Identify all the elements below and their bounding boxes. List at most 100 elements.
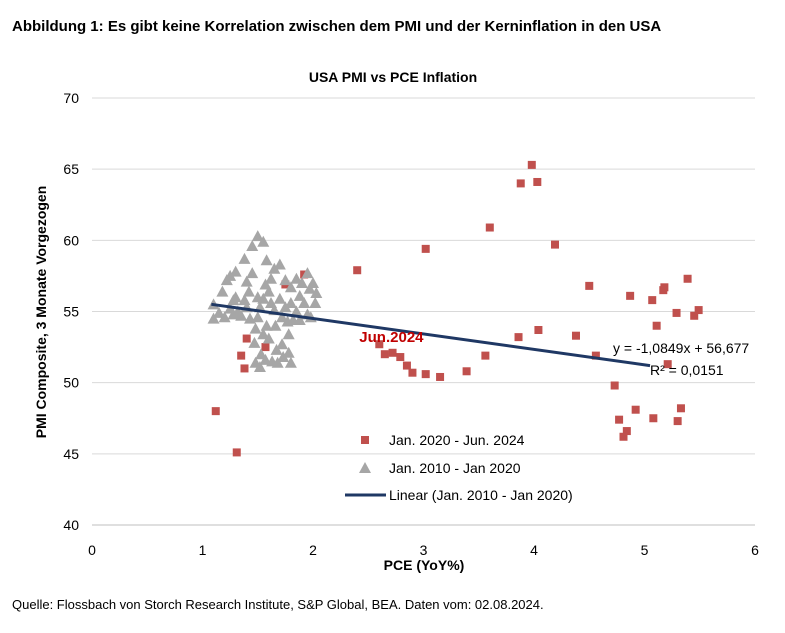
square-point (240, 364, 249, 373)
square-point (481, 351, 490, 360)
triangle-point (238, 294, 251, 306)
square-point (232, 448, 241, 457)
triangle-point (303, 282, 316, 294)
square-point (261, 343, 270, 352)
triangle-point (269, 319, 282, 331)
triangle-point (235, 309, 248, 321)
triangle-point (270, 343, 283, 355)
square-point (375, 340, 384, 349)
triangle-point (224, 269, 237, 281)
square-point (694, 306, 703, 315)
square-point (380, 350, 389, 359)
triangle-point (290, 272, 303, 284)
y-axis-label: PMI Composite, 3 Monate Vorgezogen (33, 186, 49, 439)
square-point (402, 361, 411, 370)
triangle-point (242, 285, 255, 297)
triangle-point (216, 285, 229, 297)
square-point (649, 414, 658, 423)
triangle-point (253, 361, 266, 373)
square-point (485, 223, 494, 232)
square-point (388, 348, 397, 357)
y-tick-label: 65 (63, 161, 79, 177)
triangle-point (249, 322, 262, 334)
triangle-point (246, 240, 259, 252)
triangle-point (229, 265, 242, 277)
annotation-jun2024: Jun.2024 (359, 329, 424, 346)
triangle-point (213, 306, 226, 318)
triangle-point (246, 267, 259, 279)
series-jan2010-jan2020 (207, 230, 323, 373)
triangle-point (218, 311, 231, 323)
square-point (585, 281, 594, 290)
triangle-point (273, 258, 286, 270)
x-axis-label: PCE (YoY%) (384, 557, 465, 573)
square-point (622, 427, 631, 436)
y-tick-labels: 40 45 50 55 60 65 70 (63, 90, 79, 533)
triangle-point (262, 285, 275, 297)
y-tick-label: 45 (63, 446, 79, 462)
x-tick-label: 5 (641, 542, 649, 558)
square-point (571, 331, 580, 340)
y-tick-label: 70 (63, 90, 79, 106)
triangle-point (276, 338, 289, 350)
y-tick-label: 60 (63, 232, 79, 248)
triangle-point (309, 296, 322, 308)
x-tick-label: 3 (420, 542, 428, 558)
trend-equation: y = -1,0849x + 56,677 (613, 340, 749, 356)
triangle-point (251, 311, 264, 323)
y-tick-label: 55 (63, 304, 79, 320)
x-tick-label: 0 (88, 542, 96, 558)
triangle-point (229, 291, 242, 303)
square-point (663, 360, 672, 369)
square-point (673, 417, 682, 426)
square-point (652, 321, 661, 330)
linear-trendline (211, 302, 651, 368)
square-point (672, 308, 681, 317)
y-tick-label: 40 (63, 517, 79, 533)
source-note: Quelle: Flossbach von Storch Research In… (12, 597, 544, 612)
triangle-point (298, 296, 311, 308)
square-point (211, 407, 220, 416)
legend-square-marker (361, 436, 369, 444)
triangle-point (310, 286, 323, 298)
legend-label-squares: Jan. 2020 - Jun. 2024 (389, 432, 525, 448)
triangle-point (282, 328, 295, 340)
triangle-point (265, 272, 278, 284)
square-point (237, 351, 246, 360)
triangle-point (238, 252, 251, 264)
legend-label-trend: Linear (Jan. 2010 - Jan 2020) (389, 487, 573, 503)
triangle-point (277, 351, 290, 363)
x-tick-label: 1 (199, 542, 207, 558)
square-point (550, 240, 559, 249)
square-point (591, 351, 600, 360)
square-point (396, 353, 405, 362)
triangle-point (262, 332, 275, 344)
triangle-point (279, 301, 292, 313)
square-point (619, 432, 628, 441)
legend-label-triangles: Jan. 2010 - Jan 2020 (389, 460, 521, 476)
y-tick-label: 50 (63, 375, 79, 391)
triangle-point (284, 281, 297, 293)
square-point (514, 333, 523, 342)
triangle-point (251, 230, 264, 242)
square-point (436, 372, 445, 381)
square-point (421, 244, 430, 253)
triangle-point (279, 274, 292, 286)
triangle-point (257, 235, 270, 247)
square-point (660, 283, 669, 292)
triangle-point (271, 356, 284, 368)
square-point (353, 266, 362, 275)
square-point (631, 405, 640, 414)
square-point (626, 291, 635, 300)
square-point (648, 296, 657, 305)
triangle-point (240, 275, 253, 287)
x-tick-label: 2 (309, 542, 317, 558)
square-point (533, 177, 542, 186)
x-tick-label: 6 (751, 542, 759, 558)
legend: Jan. 2020 - Jun. 2024 Jan. 2010 - Jan 20… (345, 432, 573, 503)
gridlines (92, 97, 755, 455)
triangle-point (301, 267, 314, 279)
triangle-point (273, 292, 286, 304)
x-tick-label: 4 (530, 542, 538, 558)
